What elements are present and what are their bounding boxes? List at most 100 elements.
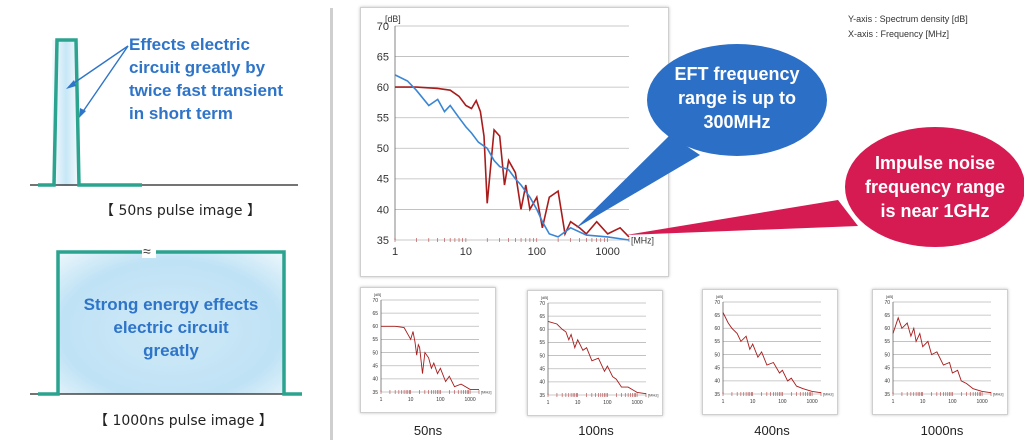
- y-tick-label: 40: [539, 380, 545, 386]
- y-tick-label: 35: [539, 393, 545, 399]
- y-tick-label: 50: [539, 353, 545, 359]
- eft-bubble-text: EFT frequency range is up to 300MHz: [651, 62, 823, 134]
- eft-bubble-line-2: range is up to: [677, 88, 796, 108]
- series-line-0: [722, 312, 822, 394]
- y-tick-label: 45: [539, 366, 545, 372]
- main-chart: 35 40 45 50 55 60 65 70 1 10 100 1000 [dB] [MHz]: [377, 14, 654, 258]
- small-chart-100ns: 35 40 45 50 55 60 65 70 1 10 100 1000 [dB] [MHz]: [539, 295, 658, 406]
- series-line-0: [547, 320, 647, 395]
- caption-400ns: 400ns: [754, 423, 790, 438]
- y-tick-label: 45: [884, 365, 890, 371]
- x-tick-label: 1: [380, 397, 383, 403]
- eft-bubble-line-3: 300MHz: [703, 112, 771, 132]
- y-tick-label: 55: [714, 339, 720, 345]
- short-pulse-shape: [38, 38, 142, 187]
- series-line-0: [381, 325, 479, 390]
- y-axis-label: [dB]: [385, 14, 401, 24]
- impulse-bubble-text: Impulse noise frequency range is near 1G…: [849, 151, 1021, 223]
- y-tick-label: 70: [884, 300, 890, 306]
- y-tick-label: 60: [884, 326, 890, 332]
- axis-notes: Y-axis : Spectrum density [dB] X-axis : …: [848, 14, 1018, 39]
- x-tick-label: 10: [920, 399, 926, 405]
- y-tick-label: 55: [377, 113, 389, 125]
- y-tick-label: 40: [714, 379, 720, 385]
- y-tick-label: 55: [372, 337, 378, 343]
- x-tick-label: 10: [408, 397, 414, 403]
- small-chart-frame-1000ns: 35 40 45 50 55 60 65 70 1 10 100 1000 [dB] [MHz]: [872, 289, 1008, 415]
- long-pulse-glow: [58, 252, 284, 394]
- y-tick-label: 35: [884, 392, 890, 398]
- y-tick-label: 60: [377, 82, 389, 94]
- x-tick-label: 100: [436, 397, 445, 403]
- pointer-arrowhead-2: [79, 108, 86, 118]
- short-pulse-annotation: Effects electric circuit greatly by twic…: [129, 33, 329, 125]
- eft-bubble: [647, 44, 827, 156]
- pointer-arrow-1: [70, 45, 129, 86]
- short-pulse-annotation-line-4: in short term: [129, 104, 233, 123]
- impulse-bubble: [845, 127, 1024, 247]
- eft-bubble-tail: [576, 135, 700, 228]
- main-chart-frame: 35 40 45 50 55 60 65 70 1 10 100 1000 [dB] [MHz]: [360, 7, 669, 277]
- x-tick-label: 100: [528, 246, 546, 258]
- series-line-1: [394, 74, 630, 241]
- small-chart-frame-50ns: 35 40 45 50 55 60 65 70 1 10 100 1000 [dB] [MHz]: [360, 287, 496, 413]
- y-tick-label: 40: [884, 379, 890, 385]
- long-pulse-annotation: Strong energy effects electric circuit g…: [58, 293, 284, 362]
- y-axis-label: [dB]: [541, 295, 548, 300]
- y-tick-label: 35: [372, 390, 378, 396]
- short-pulse-annotation-line-2: circuit greatly by: [129, 58, 266, 77]
- series-line-0: [395, 86, 630, 238]
- y-axis-label: [dB]: [886, 294, 893, 299]
- break-mark-gap: [142, 246, 156, 258]
- y-tick-label: 70: [377, 21, 389, 33]
- y-tick-label: 60: [372, 324, 378, 330]
- x-tick-label: 100: [948, 399, 957, 405]
- impulse-bubble-line-1: Impulse noise: [874, 153, 996, 173]
- x-tick-label: 1: [722, 399, 725, 405]
- long-pulse-annotation-line-2: electric circuit: [113, 318, 229, 337]
- y-tick-label: 40: [377, 204, 389, 216]
- x-tick-label: 1000: [632, 400, 643, 406]
- y-tick-label: 60: [539, 327, 545, 333]
- caption-100ns: 100ns: [578, 423, 614, 438]
- impulse-bubble-tail: [626, 200, 858, 235]
- long-pulse-graphic: [30, 246, 302, 396]
- long-pulse-annotation-line-1: Strong energy effects: [83, 295, 259, 314]
- x-axis-label: [MHz]: [993, 392, 1003, 397]
- y-tick-label: 65: [539, 314, 545, 320]
- pointer-arrowhead-1: [66, 80, 76, 89]
- y-axis-note: Y-axis : Spectrum density [dB]: [848, 14, 968, 24]
- long-pulse-annotation-line-3: greatly: [143, 341, 199, 360]
- eft-bubble-line-1: EFT frequency: [674, 64, 800, 84]
- y-tick-label: 70: [714, 300, 720, 306]
- x-tick-label: 1: [892, 399, 895, 405]
- y-axis-label: [dB]: [716, 294, 723, 299]
- y-tick-label: 45: [377, 174, 389, 186]
- x-tick-label: 1000: [977, 399, 988, 405]
- x-axis-label: [MHz]: [631, 235, 654, 245]
- y-tick-label: 55: [539, 340, 545, 346]
- x-tick-label: 1: [547, 400, 550, 406]
- x-tick-label: 10: [750, 399, 756, 405]
- small-chart-1000ns: 35 40 45 50 55 60 65 70 1 10 100 1000 [dB] [MHz]: [884, 294, 1003, 405]
- y-tick-label: 65: [714, 313, 720, 319]
- x-tick-label: 10: [460, 246, 472, 258]
- caption-1000ns: 1000ns: [920, 423, 964, 438]
- impulse-bubble-line-3: is near 1GHz: [880, 201, 990, 221]
- short-pulse-annotation-line-3: twice fast transient: [129, 81, 283, 100]
- y-tick-label: 50: [372, 350, 378, 356]
- x-tick-label: 1000: [595, 246, 619, 258]
- pointer-arrow-2: [81, 45, 129, 114]
- y-tick-label: 65: [884, 313, 890, 319]
- x-tick-label: 100: [778, 399, 787, 405]
- y-tick-label: 45: [372, 363, 378, 369]
- y-tick-label: 70: [372, 298, 378, 304]
- panel-divider: [330, 8, 333, 440]
- y-tick-label: 45: [714, 365, 720, 371]
- series-line-0: [892, 316, 992, 394]
- x-axis-label: [MHz]: [648, 393, 658, 398]
- long-pulse-shape: [38, 250, 302, 396]
- x-tick-label: 1: [392, 246, 398, 258]
- y-tick-label: 70: [539, 301, 545, 307]
- small-chart-400ns: 35 40 45 50 55 60 65 70 1 10 100 1000 [dB] [MHz]: [714, 294, 833, 405]
